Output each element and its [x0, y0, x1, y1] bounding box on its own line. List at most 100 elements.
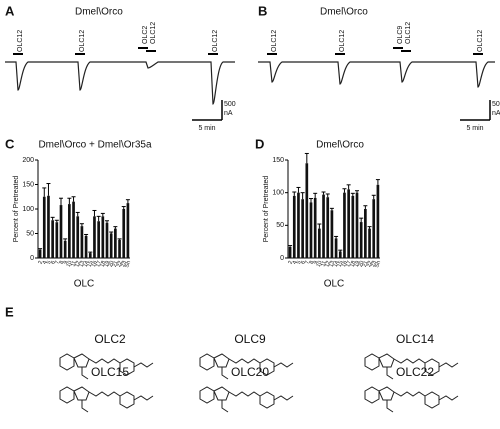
x-tick-label: 4	[292, 260, 299, 265]
bar	[88, 253, 92, 258]
bar	[368, 228, 371, 258]
x-tick-label: 22	[366, 260, 374, 268]
x-tick-label: 17	[95, 260, 103, 268]
stimulus-label: OLC2	[142, 26, 149, 44]
trace-title: Dmel\Orco	[320, 7, 368, 18]
x-tick-label: 13	[78, 260, 86, 268]
x-tick-label: 18	[99, 260, 107, 268]
y-tick-label: 100	[272, 190, 284, 197]
stimulus-label: OLC12	[477, 30, 484, 52]
bar	[109, 233, 113, 258]
x-tick-label: 12	[324, 260, 332, 268]
x-tick-label: 22	[116, 260, 124, 268]
bar	[305, 163, 309, 258]
bar	[122, 209, 126, 258]
bar	[84, 235, 88, 258]
x-tick-label: Sh	[124, 260, 132, 268]
y-tick-label: 50	[276, 222, 284, 229]
y-tick-label: 50	[26, 230, 34, 237]
bar	[351, 195, 355, 258]
bar	[38, 249, 42, 258]
bar	[55, 222, 59, 258]
bar	[80, 226, 84, 258]
bar	[93, 216, 96, 258]
x-tick-label: 12	[74, 260, 82, 268]
x-tick-label: 11	[320, 260, 328, 267]
scale-label: 5 min	[198, 125, 215, 132]
bar	[76, 216, 80, 258]
bar	[126, 203, 130, 258]
bar	[68, 204, 71, 258]
x-tick-label: 17	[345, 260, 353, 268]
x-tick-label: 8	[59, 260, 66, 265]
x-tick-label: 5	[46, 260, 53, 265]
scale-label: 500	[492, 101, 500, 108]
x-tick-label: 11	[70, 260, 78, 267]
stimulus-label: OLC12	[339, 30, 346, 52]
x-tick-label: 21	[112, 260, 120, 268]
bar	[343, 192, 346, 258]
panel-label: E	[5, 304, 14, 319]
y-tick-label: 100	[22, 206, 34, 213]
x-tick-label: 13	[328, 260, 336, 268]
x-tick-label: 8	[309, 260, 316, 265]
bar	[63, 240, 67, 258]
y-tick-label: 0	[280, 255, 284, 262]
panel-label: B	[258, 3, 267, 18]
scale-label: 5 min	[466, 125, 483, 132]
compound-name: OLC15	[91, 365, 129, 379]
bar	[318, 228, 321, 258]
bar	[288, 246, 292, 258]
x-tick-label: 15	[87, 260, 95, 268]
x-axis-label: OLC	[74, 279, 95, 290]
x-axis-label: OLC	[324, 279, 345, 290]
stimulus-label: OLC12	[405, 22, 412, 44]
bar	[330, 210, 334, 258]
x-tick-label: 4	[42, 260, 49, 265]
stimulus-label: OLC12	[150, 22, 157, 44]
x-tick-label: 10	[66, 260, 74, 268]
trace-title: Dmel\Orco	[75, 7, 123, 18]
stimulus-label: OLC12	[212, 30, 219, 52]
x-tick-label: 5	[296, 260, 303, 265]
y-tick-label: 150	[22, 181, 34, 188]
compound-name: OLC9	[234, 332, 266, 346]
x-tick-label: 15	[337, 260, 345, 268]
y-tick-label: 200	[22, 157, 34, 164]
x-tick-label: 2	[288, 260, 295, 265]
trace	[5, 61, 235, 105]
charts: C Dmel\Orco + Dmel\Or35a Percent of Pretre…	[5, 136, 382, 289]
x-tick-label: 20	[358, 260, 366, 268]
bar	[372, 199, 376, 258]
x-tick-label: 2	[38, 260, 45, 265]
structure	[59, 386, 154, 413]
bar	[376, 184, 380, 258]
y-axis-label: Percent of Pretreated	[13, 176, 20, 243]
panel-label: D	[255, 136, 264, 151]
trace	[258, 61, 495, 88]
bar	[105, 222, 109, 258]
compound-name: OLC20	[231, 365, 269, 379]
scale-label: nA	[224, 110, 233, 117]
x-tick-label: 19	[354, 260, 362, 268]
y-tick-label: 150	[272, 157, 284, 164]
stimulus-label: OLC12	[271, 30, 278, 52]
x-tick-label: 18	[349, 260, 357, 268]
bar	[47, 195, 50, 258]
x-tick-label: 9	[313, 260, 320, 265]
scale-label: 500	[224, 101, 236, 108]
chart-title: Dmel\Orco + Dmel\Or35a	[38, 140, 152, 151]
panel-label: A	[5, 3, 15, 18]
bar	[359, 222, 363, 258]
x-tick-label: 16	[341, 260, 349, 268]
compound-name: OLC2	[94, 332, 126, 346]
bar	[297, 192, 300, 258]
bar	[114, 228, 117, 258]
bar	[309, 202, 313, 258]
y-tick-label: 0	[30, 255, 34, 262]
bar	[338, 251, 342, 258]
bar	[322, 194, 325, 258]
stimulus-label: OLC12	[17, 30, 24, 52]
